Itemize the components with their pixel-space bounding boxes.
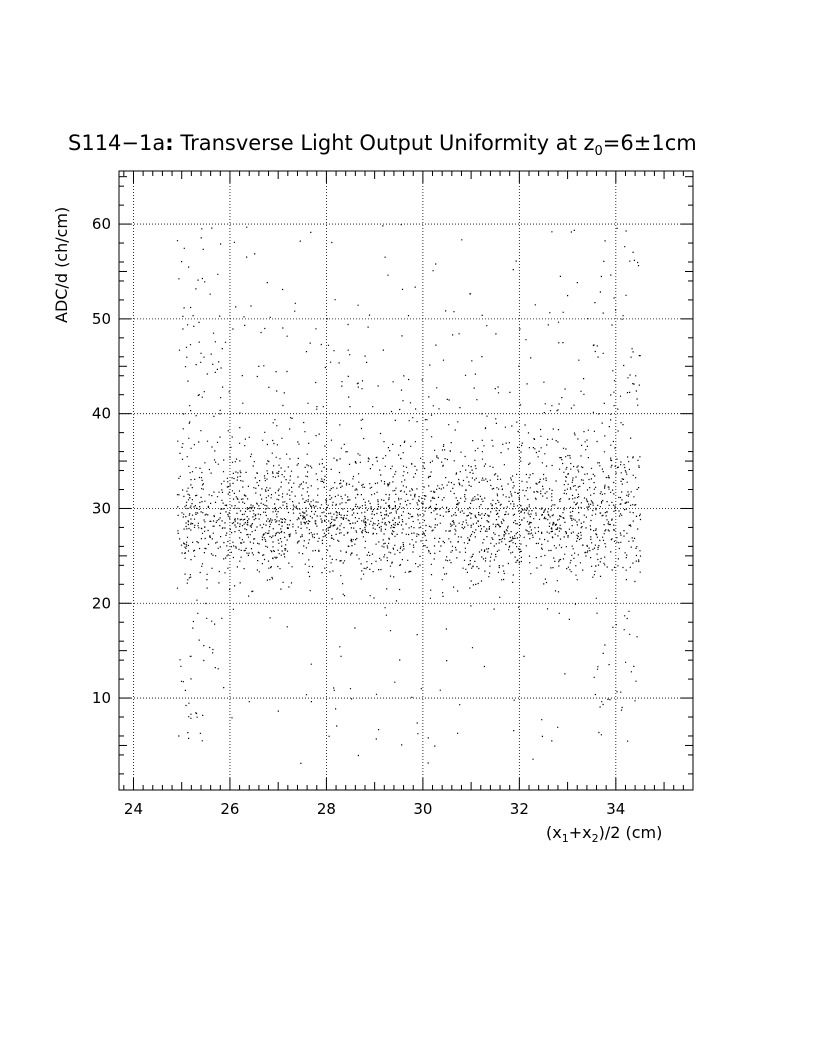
x-tick-label: 26 [220,800,239,818]
x-tick-label: 32 [510,800,529,818]
y-tick-label: 50 [92,310,111,328]
y-tick-label: 10 [92,689,111,707]
y-tick-label: 20 [92,594,111,612]
plot-area: 24 26 28 30 32 34 10 20 30 40 50 60 [92,170,694,818]
x-tick-label: 24 [124,800,143,818]
x-tick-label: 34 [606,800,625,818]
y-tick-label: 30 [92,499,111,517]
x-tick-label: 28 [317,800,336,818]
plot-frame [118,170,694,791]
x-axis-label: (x1+x2)/2 (cm) [546,823,662,845]
x-tick-label: 30 [413,800,432,818]
y-tick-label: 60 [92,215,111,233]
y-axis-label: ADC/d (ch/cm) [52,207,71,323]
y-tick-label: 40 [92,405,111,423]
scatter-points [176,224,642,764]
chart-title: S114−1a: Transverse Light Output Uniform… [68,131,697,159]
